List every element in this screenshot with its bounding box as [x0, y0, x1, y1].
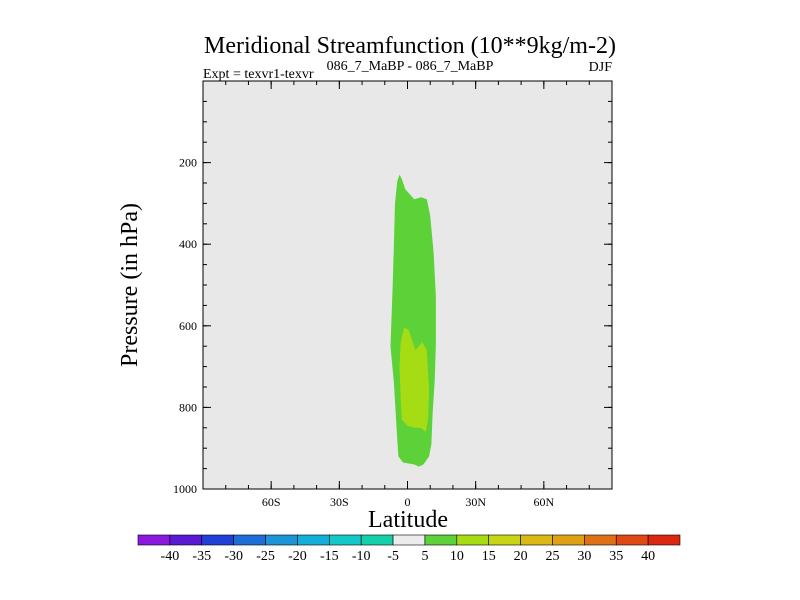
x-tick-label: 60S: [262, 495, 281, 509]
colorbar-box: [201, 534, 234, 546]
colorbar-label: 40: [641, 549, 655, 564]
colorbar-box: [297, 534, 330, 546]
colorbar-box: [392, 534, 426, 546]
x-tick-label: 30N: [465, 495, 486, 509]
colorbar-label: 20: [514, 549, 528, 564]
contour-regions: [390, 174, 436, 467]
contour-fill-streamfunction-10-to-15: [399, 327, 430, 432]
y-tick-label: 200: [179, 156, 197, 170]
colorbar-box: [233, 534, 266, 546]
x-tick-label: 60N: [533, 495, 554, 509]
colorbar-label: -25: [256, 549, 275, 564]
y-tick-label: 800: [179, 400, 197, 414]
y-tick-label: 1000: [173, 482, 197, 496]
y-tick-label: 600: [179, 319, 197, 333]
colorbar-label: -35: [192, 549, 211, 564]
colorbar-label: -20: [288, 549, 307, 564]
colorbar-box: [137, 534, 171, 546]
colorbar-label: 15: [482, 549, 496, 564]
chart-title: Meridional Streamfunction (10**9kg/m-2): [204, 33, 616, 59]
y-tick-label: 400: [179, 237, 197, 251]
colorbar-label: -5: [387, 549, 399, 564]
center-string: 086_7_MaBP - 086_7_MaBP: [327, 59, 494, 74]
colorbar: -40 -35 -30 -25 -20 -15 -10 -5 5 10 15 20 25 30 35 40: [137, 534, 681, 564]
colorbar-label: 5: [421, 549, 428, 564]
colorbar-box: [647, 534, 681, 546]
x-tick-label: 0: [405, 495, 411, 509]
colorbar-label: 35: [609, 549, 623, 564]
colorbar-box: [360, 534, 394, 546]
colorbar-label: 10: [450, 549, 464, 564]
colorbar-label: -15: [320, 549, 339, 564]
colorbar-box: [456, 534, 490, 546]
colorbar-box: [265, 534, 298, 546]
colorbar-label: 25: [545, 549, 559, 564]
x-tick-label: 30S: [330, 495, 349, 509]
colorbar-label: -30: [224, 549, 243, 564]
x-axis-label: Latitude: [368, 507, 448, 533]
left-string: Expt = texvr1-texvr: [203, 67, 314, 82]
colorbar-box: [424, 534, 458, 546]
colorbar-box: [552, 534, 585, 546]
colorbar-label: -10: [352, 549, 371, 564]
colorbar-box: [520, 534, 553, 546]
colorbar-label: 30: [577, 549, 591, 564]
axes: 60S 30S 0 30N 60N 200 400 600 800 1000: [173, 81, 612, 509]
colorbar-box: [615, 534, 649, 546]
colorbar-box: [169, 534, 203, 546]
colorbar-box: [328, 534, 362, 546]
colorbar-box: [488, 534, 521, 546]
right-string: DJF: [589, 60, 613, 75]
colorbar-box: [584, 534, 617, 546]
colorbar-label: -40: [161, 549, 180, 564]
y-axis-label: Pressure (in hPa): [117, 203, 143, 367]
